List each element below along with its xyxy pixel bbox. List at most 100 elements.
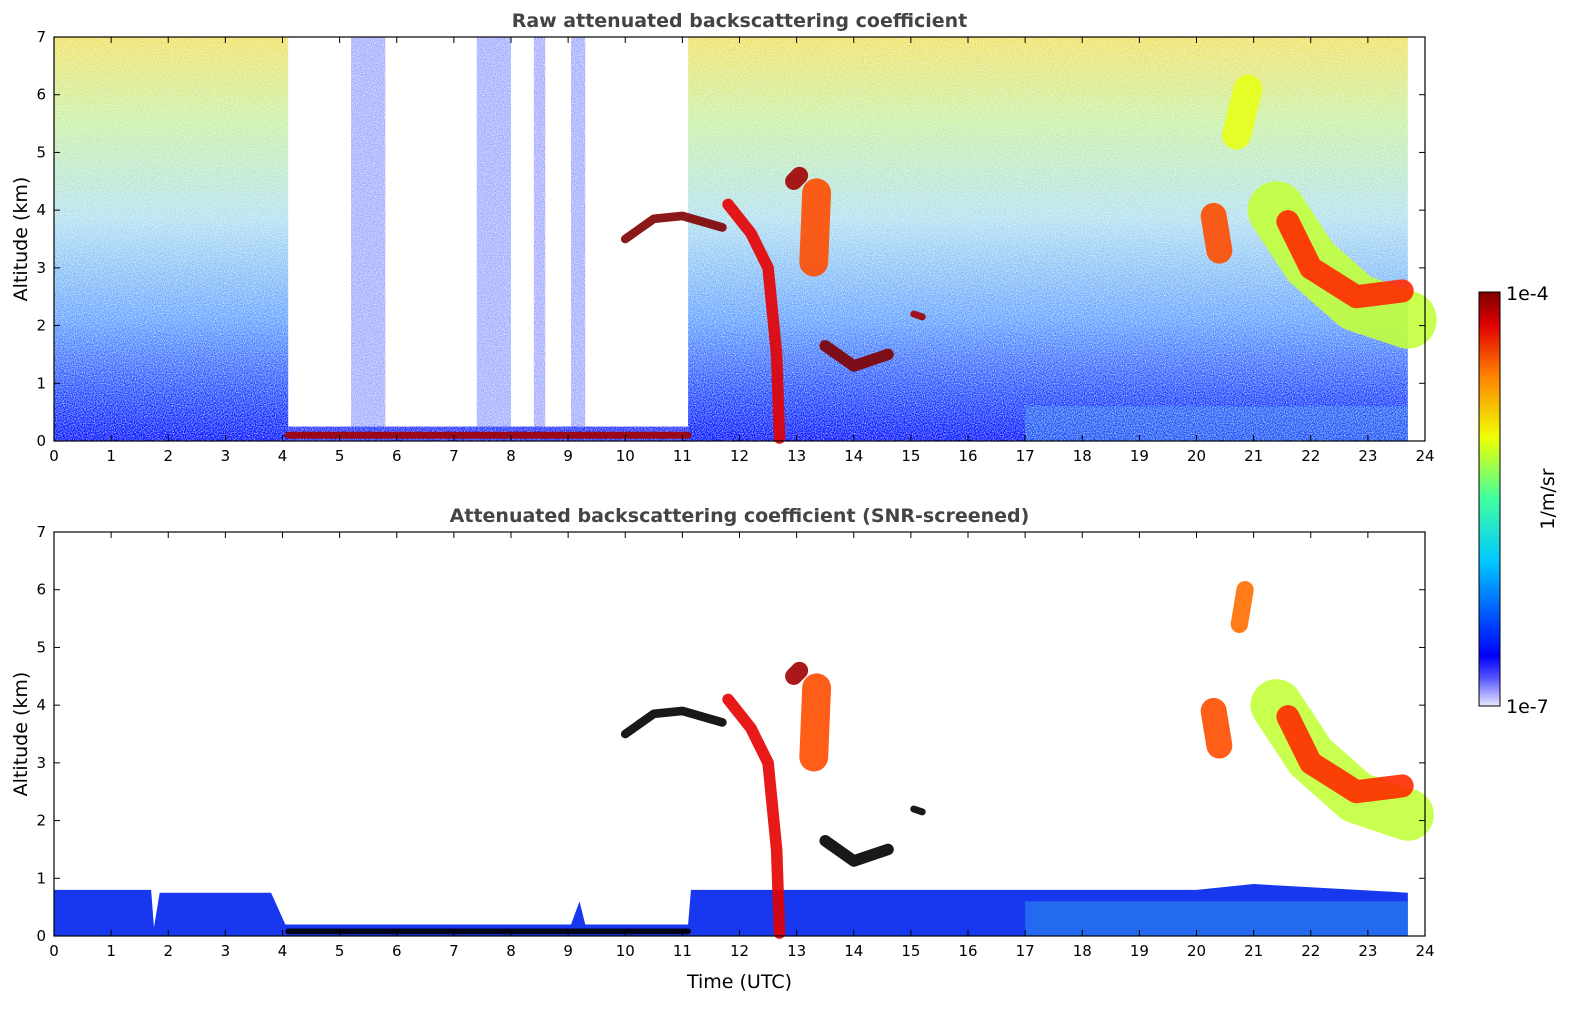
x-tick-label: 7: [449, 942, 459, 960]
y-tick-label: 0: [36, 432, 46, 450]
x-tick-label: 21: [1244, 447, 1263, 465]
x-tick-label: 11: [673, 447, 692, 465]
y-tick-label: 4: [36, 696, 46, 714]
y-axis-label: Altitude (km): [10, 672, 32, 797]
colorbar-gradient: [1478, 291, 1501, 707]
x-tick-label: 16: [958, 942, 977, 960]
colorbar: 1e-4 1e-7 1/m/sr: [1478, 283, 1559, 718]
x-tick-label: 2: [163, 447, 173, 465]
x-tick-label: 1: [106, 447, 116, 465]
x-tick-label: 19: [1130, 447, 1149, 465]
x-tick-label: 8: [506, 942, 516, 960]
x-tick-label: 19: [1130, 942, 1149, 960]
feature-cloud-13h-high: [785, 166, 809, 190]
x-tick-label: 10: [616, 447, 635, 465]
x-tick-label: 0: [49, 447, 59, 465]
speckle-overlay: [54, 37, 1408, 441]
y-tick-label: 1: [36, 869, 46, 887]
x-tick-label: 13: [787, 447, 806, 465]
x-tick-label: 5: [335, 447, 345, 465]
y-tick-label: 7: [36, 28, 46, 46]
x-tick-label: 18: [1073, 942, 1092, 960]
x-tick-label: 22: [1301, 447, 1320, 465]
x-tick-label: 4: [278, 447, 288, 465]
feature-cloud-10-12h: [620, 706, 727, 739]
x-tick-label: 22: [1301, 942, 1320, 960]
colorbar-max-label: 1e-4: [1506, 283, 1549, 305]
x-tick-label: 24: [1415, 447, 1434, 465]
x-tick-label: 5: [335, 942, 345, 960]
x-tick-label: 2: [163, 942, 173, 960]
y-tick-label: 1: [36, 374, 46, 392]
feature-cloud-20h: [1200, 697, 1233, 759]
x-tick-label: 11: [673, 942, 692, 960]
feature-virga-12-13h: [722, 198, 786, 444]
panel-title: Raw attenuated backscattering coefficien…: [512, 10, 968, 32]
feature-virga-12-13h: [722, 693, 786, 939]
y-tick-label: 0: [36, 927, 46, 945]
x-tick-label: 3: [221, 447, 231, 465]
x-tick-label: 6: [392, 447, 402, 465]
feature-cloud-15h: [910, 805, 926, 816]
plot-area: [54, 37, 1437, 444]
x-tick-label: 16: [958, 447, 977, 465]
feature-cloud-20h: [1200, 202, 1233, 264]
x-tick-label: 4: [278, 942, 288, 960]
x-tick-label: 18: [1073, 447, 1092, 465]
x-tick-label: 21: [1244, 942, 1263, 960]
x-tick-label: 23: [1358, 447, 1377, 465]
x-tick-label: 14: [844, 942, 863, 960]
y-tick-label: 3: [36, 259, 46, 277]
boundary-layer-moist: [1025, 901, 1408, 936]
x-tick-label: 14: [844, 447, 863, 465]
x-tick-label: 23: [1358, 942, 1377, 960]
y-tick-label: 5: [36, 143, 46, 161]
panel-title: Attenuated backscattering coefficient (S…: [450, 505, 1030, 527]
feature-cloud-15h: [910, 310, 926, 321]
x-tick-label: 9: [563, 447, 573, 465]
y-tick-label: 6: [36, 86, 46, 104]
feature-cirrus-22-24h-core: [1276, 210, 1414, 309]
x-tick-label: 3: [221, 942, 231, 960]
x-tick-label: 8: [506, 447, 516, 465]
feature-cloud-14h: [819, 339, 894, 372]
x-tick-label: 20: [1187, 942, 1206, 960]
feature-cloud-13h-mid: [799, 178, 832, 277]
x-axis-label: Time (UTC): [686, 971, 792, 993]
y-tick-label: 5: [36, 638, 46, 656]
feature-cloud-21h: [1222, 74, 1263, 150]
y-tick-label: 4: [36, 201, 46, 219]
feature-cloud-21h: [1230, 581, 1254, 633]
x-tick-label: 10: [616, 942, 635, 960]
y-tick-label: 7: [36, 523, 46, 541]
feature-cloud-13h-high: [785, 661, 809, 685]
x-tick-label: 1: [106, 942, 116, 960]
y-tick-label: 2: [36, 812, 46, 830]
x-tick-label: 7: [449, 447, 459, 465]
colorbar-min-label: 1e-7: [1506, 696, 1549, 718]
x-tick-label: 13: [787, 942, 806, 960]
x-tick-label: 15: [901, 447, 920, 465]
x-tick-label: 24: [1415, 942, 1434, 960]
x-tick-label: 12: [730, 942, 749, 960]
x-tick-label: 0: [49, 942, 59, 960]
x-tick-label: 9: [563, 942, 573, 960]
feature-cirrus-22-24h-core: [1276, 705, 1414, 804]
x-tick-label: 20: [1187, 447, 1206, 465]
feature-cloud-14h: [819, 834, 894, 867]
raw-backscatter-panel: 0 1 2 3 4 5 6 7 8 9 10 11 12 13 14 15 16 17 18 19 20 21 22 23 24…: [10, 10, 1437, 465]
y-tick-label: 3: [36, 754, 46, 772]
y-tick-label: 6: [36, 581, 46, 599]
plot-area: [54, 581, 1434, 939]
screened-backscatter-panel: 0 1 2 3 4 5 6 7 8 9 10 11 12 13 14 15 16 17 18 19 20 21 22 23 24…: [10, 505, 1435, 993]
x-tick-label: 12: [730, 447, 749, 465]
x-tick-label: 6: [392, 942, 402, 960]
y-tick-label: 2: [36, 317, 46, 335]
x-tick-label: 17: [1016, 942, 1035, 960]
y-axis-label: Altitude (km): [10, 177, 32, 302]
feature-cloud-13h-mid: [799, 673, 832, 772]
x-tick-label: 17: [1016, 447, 1035, 465]
colorbar-unit-label: 1/m/sr: [1537, 468, 1559, 529]
x-tick-label: 15: [901, 942, 920, 960]
